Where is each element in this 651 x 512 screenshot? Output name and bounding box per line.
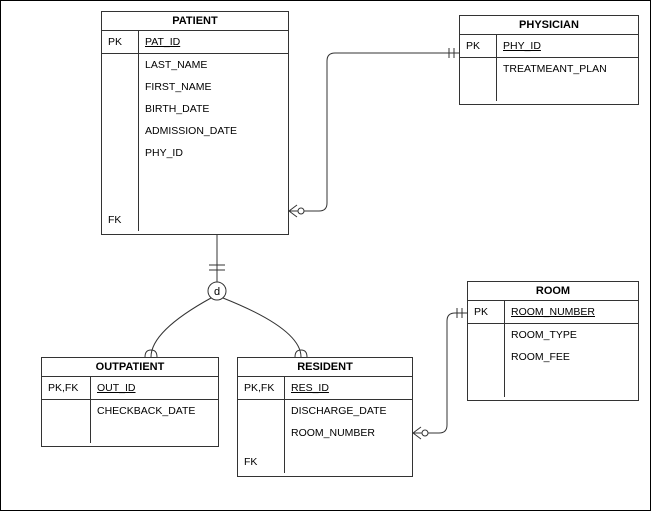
entity-room: ROOM PK ROOM_NUMBER ROOM_TYPE ROOM_FEE [467,281,639,401]
attr-name: TREATMEANT_PLAN [497,57,638,80]
entity-resident-title: RESIDENT [238,358,412,377]
attr-name: FIRST_NAME [139,76,288,98]
entity-patient-title: PATIENT [102,12,288,31]
attr-name: ADMISSION_DATE [139,120,288,142]
attr-name: ROOM_NUMBER [505,301,638,323]
entity-room-title: ROOM [468,282,638,301]
key-label: PK [468,301,504,323]
attr-name: ROOM_TYPE [505,323,638,346]
attr-name: BIRTH_DATE [139,98,288,120]
attr-name: DISCHARGE_DATE [285,399,412,422]
attr-name: CHECKBACK_DATE [91,399,218,422]
entity-outpatient: OUTPATIENT PK,FK OUT_ID CHECKBACK_DATE [41,357,219,447]
attr-name: ROOM_NUMBER [285,422,412,444]
attr-name: ROOM_FEE [505,346,638,368]
inheritance-d-icon: d [214,286,220,298]
attr-name: PHY_ID [139,142,288,164]
attr-name: OUT_ID [91,377,218,399]
er-diagram-canvas: PATIENT PK FK PAT_ID LAST_NAME FIRST_NAM… [0,0,651,511]
attr-name: PHY_ID [497,35,638,57]
entity-outpatient-title: OUTPATIENT [42,358,218,377]
attr-name: LAST_NAME [139,53,288,76]
key-label: PK,FK [238,377,284,399]
attr-name: RES_ID [285,377,412,399]
key-label: PK [102,31,138,53]
entity-physician: PHYSICIAN PK PHY_ID TREATMEANT_PLAN [459,15,639,105]
key-label: PK [460,35,496,57]
key-label: FK [102,209,138,231]
key-label: FK [238,451,284,473]
entity-physician-title: PHYSICIAN [460,16,638,35]
entity-resident: RESIDENT PK,FK FK RES_ID DISCHARGE_DATE … [237,357,413,477]
entity-patient: PATIENT PK FK PAT_ID LAST_NAME FIRST_NAM… [101,11,289,235]
attr-name: PAT_ID [139,31,288,53]
key-label: PK,FK [42,377,90,399]
